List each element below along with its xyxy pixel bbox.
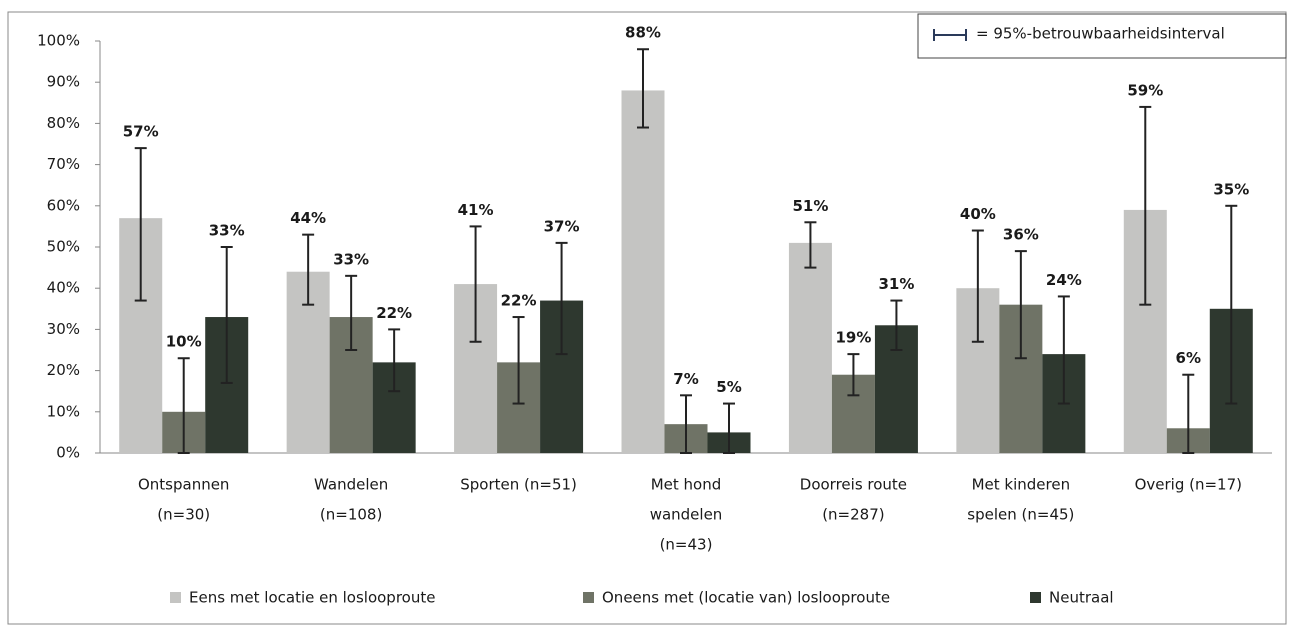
bar <box>621 90 665 453</box>
x-tick-label: Ontspannen <box>138 476 229 494</box>
error-bar <box>890 299 903 351</box>
value-label: 10% <box>166 333 202 351</box>
value-label: 24% <box>1046 271 1082 289</box>
error-bar <box>512 316 525 405</box>
error-bar <box>302 233 315 306</box>
error-bar <box>345 274 358 351</box>
y-tick-label: 80% <box>47 114 80 132</box>
error-bar <box>388 328 401 393</box>
chart-border <box>7 11 1287 625</box>
y-tick-label: 100% <box>37 32 80 50</box>
error-bar <box>1182 373 1195 454</box>
x-tick-label: Doorreis route <box>800 476 907 494</box>
x-tick-label: Overig (n=17) <box>1135 476 1242 494</box>
error-bar <box>847 353 860 397</box>
y-tick-label: 60% <box>47 196 80 214</box>
x-tick-label: (n=108) <box>320 506 382 524</box>
x-tick-label: spelen (n=45) <box>967 506 1074 524</box>
x-tick-label: Met hond <box>651 476 722 494</box>
error-bar <box>1225 204 1238 405</box>
error-bar <box>469 225 482 343</box>
error-bar <box>220 246 233 384</box>
annotation-box <box>917 13 1287 59</box>
x-tick-label: (n=30) <box>157 506 210 524</box>
legend-swatch <box>1030 592 1041 603</box>
error-bar <box>680 394 692 454</box>
error-bar <box>555 241 568 356</box>
ci-icon <box>933 29 967 41</box>
value-label: 22% <box>501 292 537 310</box>
value-label: 37% <box>544 217 580 235</box>
y-tick-label: 30% <box>47 320 80 338</box>
y-tick-label: 70% <box>47 155 80 173</box>
error-bar <box>1014 250 1027 360</box>
error-bar <box>177 357 190 454</box>
legend-swatch <box>170 592 181 603</box>
value-label: 22% <box>376 304 412 322</box>
value-label: 88% <box>625 24 661 42</box>
value-label: 41% <box>458 201 494 219</box>
legend-label: Oneens met (locatie van) loslooproute <box>602 589 890 607</box>
error-bar <box>134 147 147 302</box>
x-tick-label: Sporten (n=51) <box>460 476 577 494</box>
value-label: 33% <box>209 222 245 240</box>
error-bar <box>1139 105 1152 306</box>
value-label: 19% <box>835 329 871 347</box>
error-bar <box>1057 295 1070 405</box>
y-tick-label: 50% <box>47 238 80 256</box>
value-label: 5% <box>716 378 741 396</box>
bar <box>788 242 832 453</box>
y-tick-label: 10% <box>47 402 80 420</box>
legend-label: Neutraal <box>1049 589 1114 607</box>
value-label: 57% <box>123 123 159 141</box>
error-bar <box>723 402 735 454</box>
value-label: 59% <box>1127 81 1163 99</box>
legend-swatch <box>583 592 594 603</box>
annotation: = 95%-betrouwbaarheidsinterval <box>976 25 1225 43</box>
value-label: 31% <box>878 275 914 293</box>
value-label: 44% <box>290 209 326 227</box>
x-tick-label: Wandelen <box>314 476 388 494</box>
value-label: 36% <box>1003 226 1039 244</box>
y-tick-label: 90% <box>47 73 80 91</box>
x-tick-label: (n=43) <box>660 536 713 554</box>
x-tick-label: (n=287) <box>822 506 884 524</box>
y-tick-label: 40% <box>47 279 80 297</box>
y-tick-label: 20% <box>47 361 80 379</box>
value-label: 7% <box>673 370 698 388</box>
error-bar <box>804 221 817 269</box>
value-label: 35% <box>1213 180 1249 198</box>
legend-label: Eens met locatie en loslooproute <box>189 589 435 607</box>
x-tick-label: wandelen <box>650 506 723 524</box>
value-label: 6% <box>1176 349 1201 367</box>
value-label: 33% <box>333 250 369 268</box>
value-label: 51% <box>792 197 828 215</box>
error-bar <box>637 48 649 129</box>
value-label: 40% <box>960 205 996 223</box>
y-tick-label: 0% <box>56 444 80 462</box>
error-bar <box>971 229 984 343</box>
x-tick-label: Met kinderen <box>972 476 1071 494</box>
